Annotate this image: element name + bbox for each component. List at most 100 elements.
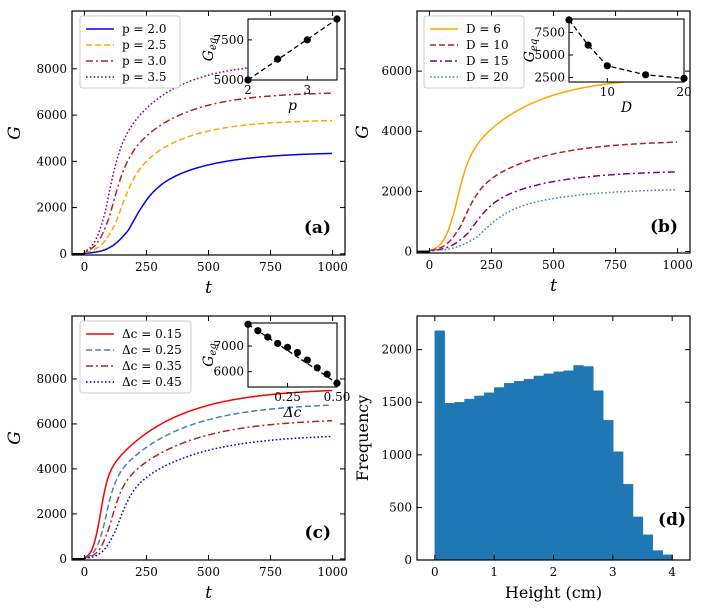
panel-tag: (b) <box>650 217 678 237</box>
inset-point <box>303 36 311 44</box>
y-tick-label: 1500 <box>381 395 412 409</box>
series-line <box>422 188 678 253</box>
inset-point <box>642 71 650 79</box>
inset-point <box>565 16 573 24</box>
inset-frame <box>568 18 685 83</box>
histogram-bar <box>642 534 654 561</box>
x-axis-label: t <box>550 276 557 296</box>
inset-point <box>264 333 272 341</box>
x-tick-label: 0 <box>431 565 439 579</box>
series-line <box>77 389 333 560</box>
histogram-bar <box>454 402 465 561</box>
y-tick-label: 4000 <box>381 124 412 138</box>
inset-x-tick-label: 0.25 <box>274 390 301 404</box>
histogram-bars <box>434 330 673 561</box>
inset-x-tick-label: 2 <box>244 83 252 97</box>
series-lines <box>417 77 678 253</box>
inset-y-tick-label: 5000 <box>534 48 565 62</box>
panel-a: 0 250 500 750 1000 0 2000 4000 6000 8000 t G (a) p = … <box>5 10 348 298</box>
inset: 10 20 2500 5000 7500 D Geq <box>522 16 692 116</box>
inset-frame <box>247 322 338 388</box>
histogram-bar <box>622 484 634 561</box>
series-line <box>77 404 333 560</box>
series-line <box>77 420 333 560</box>
histogram-bar <box>652 550 663 561</box>
histogram-bar <box>464 398 475 561</box>
inset-x-tick-label: 0.50 <box>324 390 351 404</box>
x-tick-label: 750 <box>259 565 282 579</box>
legend-entry-label: Δc = 0.25 <box>122 343 182 357</box>
series-line <box>77 152 333 255</box>
legend-entry-label: Δc = 0.35 <box>122 359 182 373</box>
inset-point <box>244 320 252 328</box>
inset-y-tick-label: 5000 <box>213 73 244 87</box>
legend-entry-label: p = 2.0 <box>122 22 166 36</box>
inset-y-label: Geq <box>522 39 540 63</box>
inset-point <box>303 356 311 364</box>
y-tick-label: 0 <box>59 247 67 261</box>
legend-entry-label: Δc = 0.15 <box>122 327 182 341</box>
histogram-bar <box>494 387 505 561</box>
y-tick-label: 4000 <box>36 462 67 476</box>
x-tick-label: 750 <box>259 260 282 274</box>
inset-y-label: Geq <box>201 38 219 62</box>
y-tick-label: 6000 <box>36 108 67 122</box>
inset-y-label-subscript: eq <box>208 343 219 355</box>
legend-frame <box>79 15 181 89</box>
panel-tag: (d) <box>658 510 686 530</box>
y-axis-label: G <box>5 126 25 140</box>
legend: Δc = 0.15 Δc = 0.25 Δc = 0.35 Δc = 0.45 <box>79 320 192 394</box>
histogram-bar <box>583 366 594 561</box>
y-tick-label: 6000 <box>36 417 67 431</box>
inset: 2 3 5000 7500 p Geq <box>201 15 341 114</box>
panel-tag: (c) <box>305 523 331 543</box>
legend-frame <box>423 15 525 89</box>
y-tick-label: 6000 <box>381 64 412 78</box>
x-tick-label: 4 <box>668 565 676 579</box>
x-tick-label: 1 <box>490 565 498 579</box>
inset: 0.25 0.50 6000 7000 Δc Geq <box>201 320 351 421</box>
panel-tag: (a) <box>304 218 331 238</box>
inset-point <box>274 339 282 348</box>
legend: D = 6 D = 10 D = 15 D = 20 <box>423 15 525 89</box>
y-tick-label: 2000 <box>381 184 412 198</box>
x-tick-label: 1000 <box>662 258 693 272</box>
series-line <box>77 119 333 255</box>
histogram-bar <box>523 378 535 561</box>
y-tick-label: 4000 <box>36 154 67 168</box>
panel-d: 0 1 2 3 4 0 500 1000 1500 2000 Height (cm) Frequenc… <box>353 315 691 602</box>
x-tick-label: 1000 <box>317 565 348 579</box>
inset-point <box>274 55 282 63</box>
x-tick-label: 250 <box>135 260 158 274</box>
x-axis-label: t <box>205 278 212 298</box>
legend-entry-label: D = 20 <box>466 70 509 84</box>
inset-y-label-subscript: eq <box>529 39 540 51</box>
x-tick-label: 0 <box>81 565 89 579</box>
histogram-bar <box>444 403 455 561</box>
legend-entry-label: D = 10 <box>466 38 509 52</box>
ticks: 0 250 500 750 1000 0 2000 4000 6000 8000 <box>36 11 348 274</box>
y-tick-label: 8000 <box>36 62 67 76</box>
y-tick-label: 1000 <box>381 448 412 462</box>
inset-y-label-subscript: eq <box>208 38 219 50</box>
inset-y-label-main: G <box>201 356 217 367</box>
inset-x-label: p <box>288 98 297 114</box>
ticks: 0 250 500 750 1000 0 2000 4000 6000 8000 <box>36 316 348 579</box>
inset-y-tick-label: 7500 <box>213 33 244 47</box>
legend-entry-label: D = 6 <box>466 22 501 36</box>
histogram-bar <box>613 451 624 561</box>
y-tick-label: 500 <box>389 500 412 514</box>
ticks: 0 1 2 3 4 0 500 1000 1500 2000 <box>381 316 690 579</box>
inset-point <box>293 348 302 357</box>
histogram-bar <box>563 370 574 561</box>
y-axis-label: G <box>353 125 373 139</box>
histogram-bar <box>484 392 495 561</box>
x-tick-label: 0 <box>426 258 434 272</box>
histogram-bar <box>543 373 554 561</box>
series-line <box>77 435 333 560</box>
y-axis-label: G <box>5 431 25 445</box>
series-lines <box>72 62 333 255</box>
x-tick-label: 1000 <box>317 260 348 274</box>
